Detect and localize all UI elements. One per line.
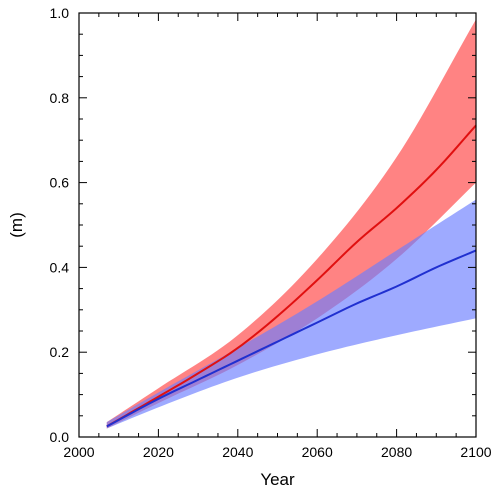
x-tick-label: 2060 <box>302 444 333 460</box>
y-tick-label: 0.2 <box>50 344 70 360</box>
y-tick-label: 0.0 <box>50 429 70 445</box>
y-tick-label: 1.0 <box>50 5 70 21</box>
x-tick-label: 2100 <box>460 444 491 460</box>
series-line-2 <box>106 249 477 428</box>
x-axis-ticks: 2000 2020 2040 2060 2080 2100 <box>63 13 492 460</box>
y-tick-label: 0.4 <box>50 259 70 275</box>
confidence-bands <box>106 19 476 429</box>
confidence-band-1 <box>106 19 476 429</box>
x-tick-label: 2040 <box>222 444 253 460</box>
x-axis-label: Year <box>260 470 295 489</box>
x-tick-label: 2000 <box>63 444 94 460</box>
x-tick-label: 2020 <box>143 444 174 460</box>
projection-lines <box>106 124 477 428</box>
confidence-band-2 <box>106 199 476 429</box>
y-tick-label: 0.6 <box>50 175 70 191</box>
y-tick-label: 0.8 <box>50 90 70 106</box>
series-line-1 <box>106 124 477 428</box>
y-axis-ticks: 0.0 0.2 0.4 0.6 0.8 1.0 <box>50 5 476 445</box>
x-tick-label: 2080 <box>381 444 412 460</box>
y-axis-label: (m) <box>7 212 26 237</box>
